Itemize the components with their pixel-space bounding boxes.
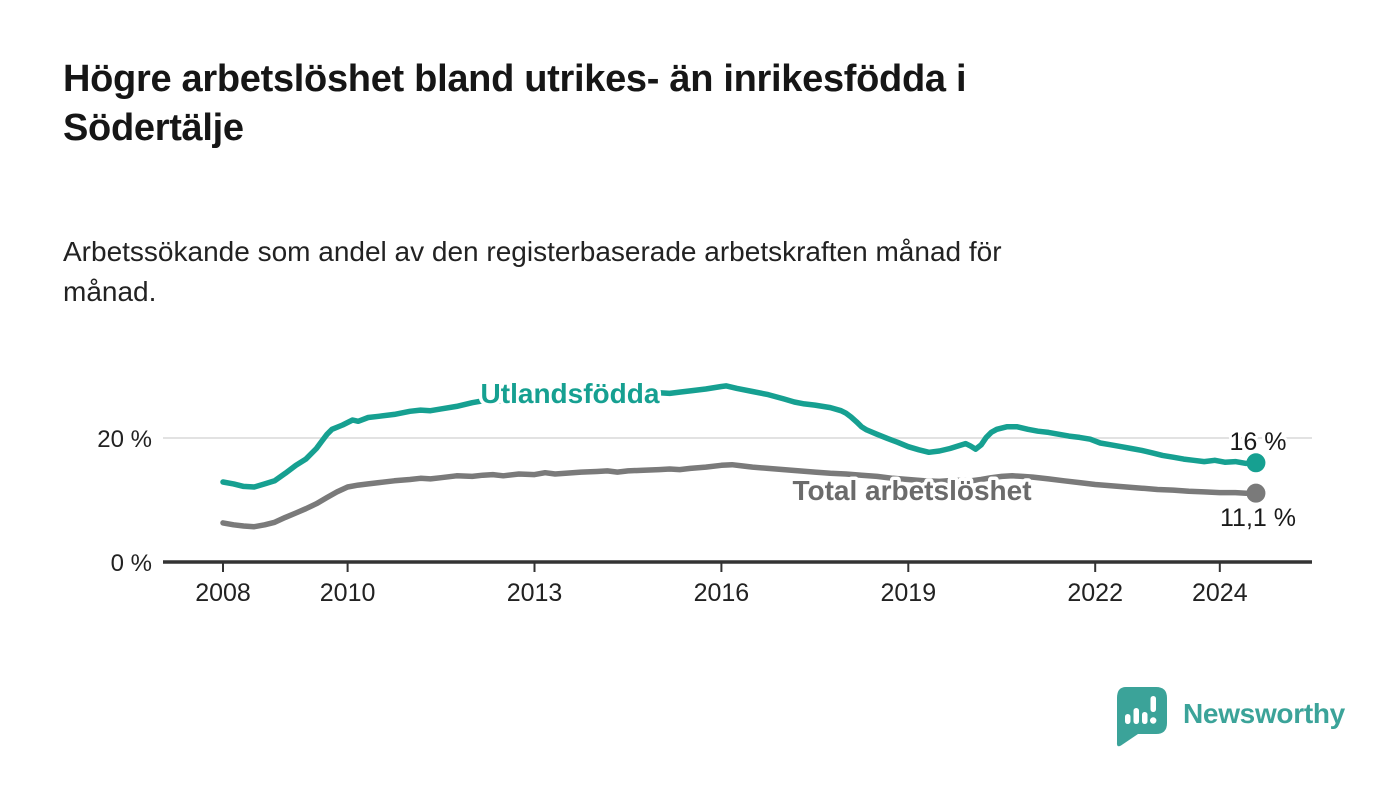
series-line-total-arbetsloshet (220, 461, 1259, 530)
chart-title: Högre arbetslöshet bland utrikes- än inr… (63, 58, 967, 149)
x-tick-label-2024: 2024 (1192, 579, 1248, 607)
logo-exclamation-dot (1150, 717, 1157, 724)
y-tick-label-20: 20 % (97, 426, 152, 453)
series-label-total-arbetsloshet: Total arbetslöshet (792, 475, 1031, 506)
x-tick-label-2010: 2010 (320, 579, 376, 607)
newsworthy-logo: Newsworthy (1112, 686, 1345, 747)
series-endpoint-total-arbetsloshet (1246, 483, 1266, 503)
x-tick-label-2019: 2019 (880, 579, 936, 607)
chart-subtitle: Arbetssökande som andel av den registerb… (63, 236, 1002, 307)
logo-exclamation-bar (1150, 696, 1156, 712)
series-label-utlandsfodda: Utlandsfödda (481, 378, 660, 409)
end-value-label-utlandsfodda: 16 % (1230, 428, 1287, 456)
x-tick-label-2008: 2008 (195, 579, 251, 607)
logo-bar-1 (1125, 714, 1131, 724)
newsworthy-logo-icon (1116, 687, 1167, 747)
logo-bar-2 (1133, 708, 1139, 724)
series-line-utlandsfodda (220, 383, 1259, 490)
newsworthy-logo-text: Newsworthy (1183, 697, 1345, 729)
x-tick-label-2013: 2013 (507, 579, 563, 607)
logo-bar-3 (1142, 712, 1148, 724)
end-value-label-total-arbetsloshet: 11,1 % (1220, 504, 1296, 532)
x-tick-label-2016: 2016 (694, 579, 750, 607)
y-tick-label-0: 0 % (111, 550, 152, 577)
series-endpoint-utlandsfodda (1246, 453, 1266, 473)
x-tick-label-2022: 2022 (1067, 579, 1123, 607)
